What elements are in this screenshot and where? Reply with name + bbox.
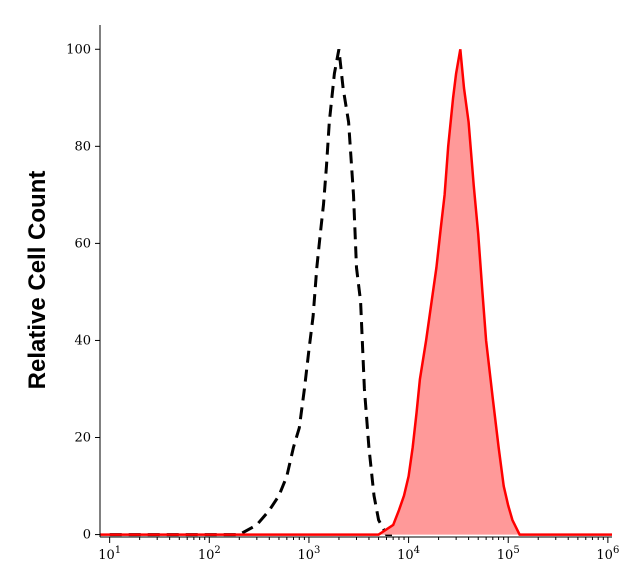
- x-tick-label: 106: [596, 545, 619, 563]
- y-tick-label: 40: [74, 333, 91, 348]
- series-line: [109, 49, 399, 537]
- x-tick-base: 10: [497, 548, 514, 563]
- series-line: [100, 49, 612, 536]
- y-tick-label: 80: [74, 139, 91, 154]
- x-tick-base: 10: [98, 548, 115, 563]
- x-tick-label: 102: [198, 545, 221, 563]
- series-area: [100, 49, 612, 535]
- x-tick-base: 10: [596, 548, 613, 563]
- x-tick-exp: 5: [513, 545, 519, 556]
- x-tick-base: 10: [297, 548, 314, 563]
- x-tick-label: 105: [497, 545, 520, 563]
- x-tick-base: 10: [397, 548, 414, 563]
- x-tick-exp: 4: [414, 545, 420, 556]
- x-tick-exp: 6: [613, 545, 619, 556]
- x-tick-exp: 1: [115, 545, 121, 556]
- x-tick-base: 10: [198, 548, 215, 563]
- y-tick-label: 100: [66, 42, 91, 57]
- y-tick-label: 0: [83, 528, 91, 543]
- x-tick-exp: 2: [214, 545, 220, 556]
- y-tick-label: 60: [74, 236, 91, 251]
- y-axis-label: Relative Cell Count: [24, 171, 51, 390]
- y-tick-label: 20: [74, 431, 91, 446]
- x-tick-exp: 3: [314, 545, 320, 556]
- x-tick-label: 104: [397, 545, 420, 563]
- x-tick-label: 101: [98, 545, 121, 563]
- x-tick-label: 103: [297, 545, 320, 563]
